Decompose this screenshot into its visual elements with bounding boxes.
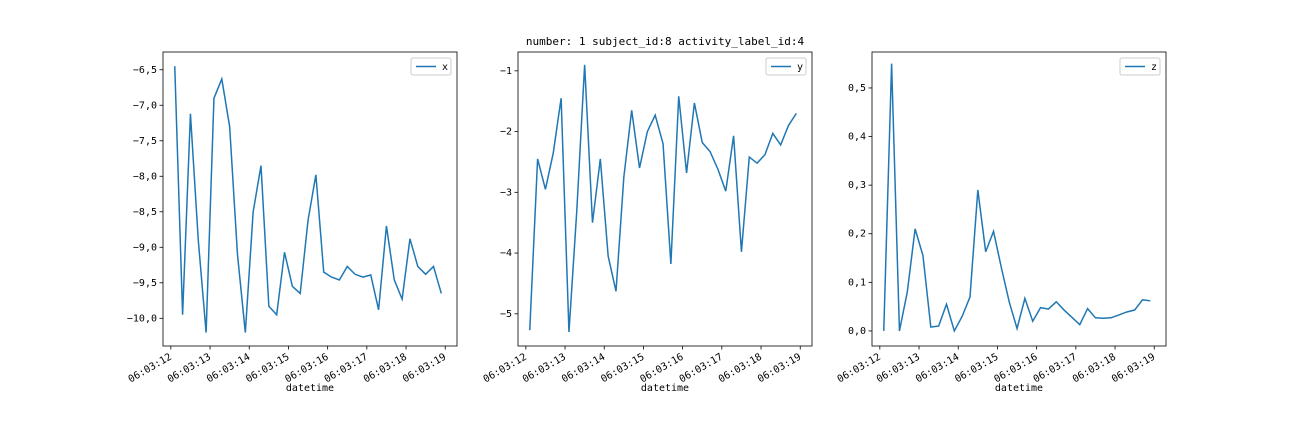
- x-tick-label: 06:03:18: [1071, 352, 1118, 386]
- x-tick-label: 06:03:17: [323, 352, 370, 386]
- y-tick-label: 0,0: [848, 326, 866, 337]
- y-tick-label: −6,5: [133, 65, 157, 76]
- x-axis-label: datetime: [995, 383, 1043, 394]
- y-tick-label: −9,5: [133, 278, 157, 289]
- y-tick-label: 0,5: [848, 83, 866, 94]
- y-tick-label: −1: [500, 66, 512, 77]
- data-line: [529, 64, 797, 333]
- x-tick-label: 06:03:13: [521, 352, 568, 386]
- data-line: [883, 63, 1151, 333]
- y-tick-label: −7,0: [133, 100, 157, 111]
- x-tick-label: 06:03:19: [401, 352, 448, 386]
- y-tick-label: −8,0: [133, 171, 157, 182]
- x-tick-label: 06:03:19: [756, 352, 803, 386]
- y-tick-label: 0,1: [848, 277, 866, 288]
- x-tick-label: 06:03:12: [482, 352, 529, 386]
- x-axis-label: datetime: [641, 383, 689, 394]
- x-tick-label: 06:03:18: [362, 352, 409, 386]
- x-tick-label: 06:03:18: [717, 352, 764, 386]
- x-tick-label: 06:03:14: [205, 352, 252, 386]
- x-tick-label: 06:03:14: [914, 352, 961, 386]
- x-tick-label: 06:03:12: [127, 352, 174, 386]
- y-tick-label: −2: [500, 127, 512, 138]
- figure-title: number: 1 subject_id:8 activity_label_id…: [526, 35, 805, 48]
- x-tick-label: 06:03:16: [638, 352, 685, 386]
- x-tick-label: 06:03:15: [599, 352, 646, 386]
- y-tick-label: −10,0: [127, 313, 157, 324]
- axes-frame: [871, 51, 1167, 347]
- axes-frame: [162, 51, 458, 347]
- y-tick-label: −8,5: [133, 207, 157, 218]
- y-tick-label: 0,2: [848, 229, 866, 240]
- x-tick-label: 06:03:17: [678, 352, 725, 386]
- y-tick-label: 0,4: [848, 132, 866, 143]
- y-tick-label: −9,0: [133, 242, 157, 253]
- x-tick-label: 06:03:16: [283, 352, 330, 386]
- legend-label: z: [1151, 62, 1157, 73]
- axes-frame: [517, 51, 813, 347]
- x-tick-label: 06:03:17: [1032, 352, 1079, 386]
- y-tick-label: −3: [500, 187, 512, 198]
- y-tick-label: −5: [500, 309, 512, 320]
- legend-label: x: [442, 62, 448, 73]
- x-tick-label: 06:03:19: [1110, 352, 1157, 386]
- y-tick-label: −7,5: [133, 136, 157, 147]
- x-tick-label: 06:03:16: [992, 352, 1039, 386]
- y-tick-label: 0,3: [848, 180, 866, 191]
- legend-label: y: [797, 62, 803, 73]
- x-tick-label: 06:03:12: [836, 352, 883, 386]
- x-tick-label: 06:03:15: [244, 352, 291, 386]
- x-tick-label: 06:03:13: [166, 352, 213, 386]
- x-tick-label: 06:03:14: [560, 352, 607, 386]
- y-tick-label: −4: [500, 248, 512, 259]
- x-tick-label: 06:03:15: [953, 352, 1000, 386]
- data-line: [174, 66, 443, 333]
- x-axis-label: datetime: [286, 383, 334, 394]
- x-tick-label: 06:03:13: [875, 352, 922, 386]
